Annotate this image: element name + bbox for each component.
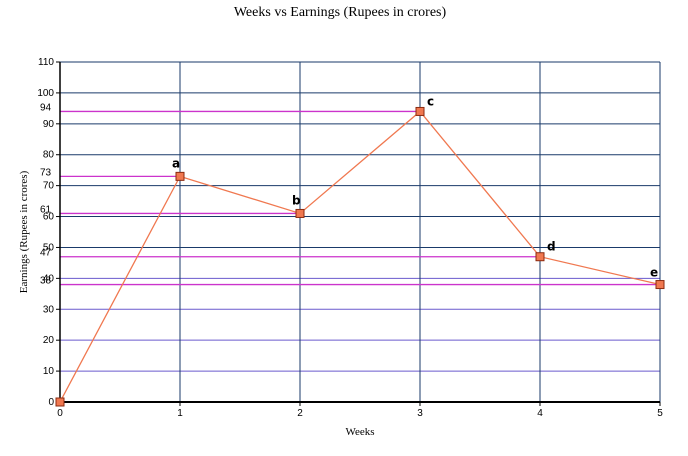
axes	[59, 62, 660, 403]
x-tick-label-3: 3	[417, 408, 423, 419]
data-point-a	[175, 171, 185, 181]
y-tick-label-90: 90	[43, 119, 55, 130]
y-tick-label-30: 30	[43, 304, 55, 315]
y-tick-label-0: 0	[48, 397, 54, 408]
grid	[60, 61, 661, 402]
data-point-e	[655, 280, 665, 290]
data-point-d	[535, 252, 545, 262]
x-tick-label-2: 2	[297, 408, 303, 419]
y-tick-label-40: 40	[43, 273, 55, 284]
y-tick-label-60: 60	[43, 212, 55, 223]
x-tick-label-5: 5	[657, 408, 663, 419]
reference-label-94: 94	[40, 102, 52, 113]
tick-labels: 0 10 20 30 40 50 60 70 80 90 100 110 0 1 2 3 4 5	[37, 57, 663, 419]
y-axis-label: Earnings (Rupees in crores)	[18, 170, 30, 293]
reference-label-73: 73	[40, 167, 52, 178]
x-tick-label-4: 4	[537, 408, 543, 419]
reference-label-38: 38	[40, 276, 52, 287]
x-tick-label-0: 0	[57, 408, 63, 419]
point-label-e: e	[650, 266, 658, 280]
data-point-b	[295, 208, 305, 218]
point-label-b: b	[292, 193, 301, 207]
x-tick-label-1: 1	[177, 408, 183, 419]
reference-lines: 94 73 61 47 38	[40, 102, 660, 287]
y-tick-label-70: 70	[43, 181, 55, 192]
y-tick-label-20: 20	[43, 335, 55, 346]
chart-title: Weeks vs Earnings (Rupees in crores)	[234, 5, 447, 20]
data-point-0	[55, 397, 65, 407]
y-tick-label-100: 100	[37, 88, 54, 99]
point-label-a: a	[172, 156, 180, 170]
point-label-d: d	[547, 240, 556, 254]
y-tick-label-50: 50	[43, 242, 55, 253]
series-line	[59, 110, 661, 403]
y-tick-label-110: 110	[38, 57, 54, 68]
x-axis-label: Weeks	[345, 426, 374, 438]
reference-label-47: 47	[40, 248, 52, 259]
y-tick-label-10: 10	[43, 366, 55, 377]
series: a b c d e	[55, 94, 665, 407]
point-label-c: c	[427, 94, 434, 108]
data-point-c	[415, 106, 425, 116]
reference-label-61: 61	[40, 204, 52, 215]
y-tick-label-80: 80	[43, 150, 55, 161]
